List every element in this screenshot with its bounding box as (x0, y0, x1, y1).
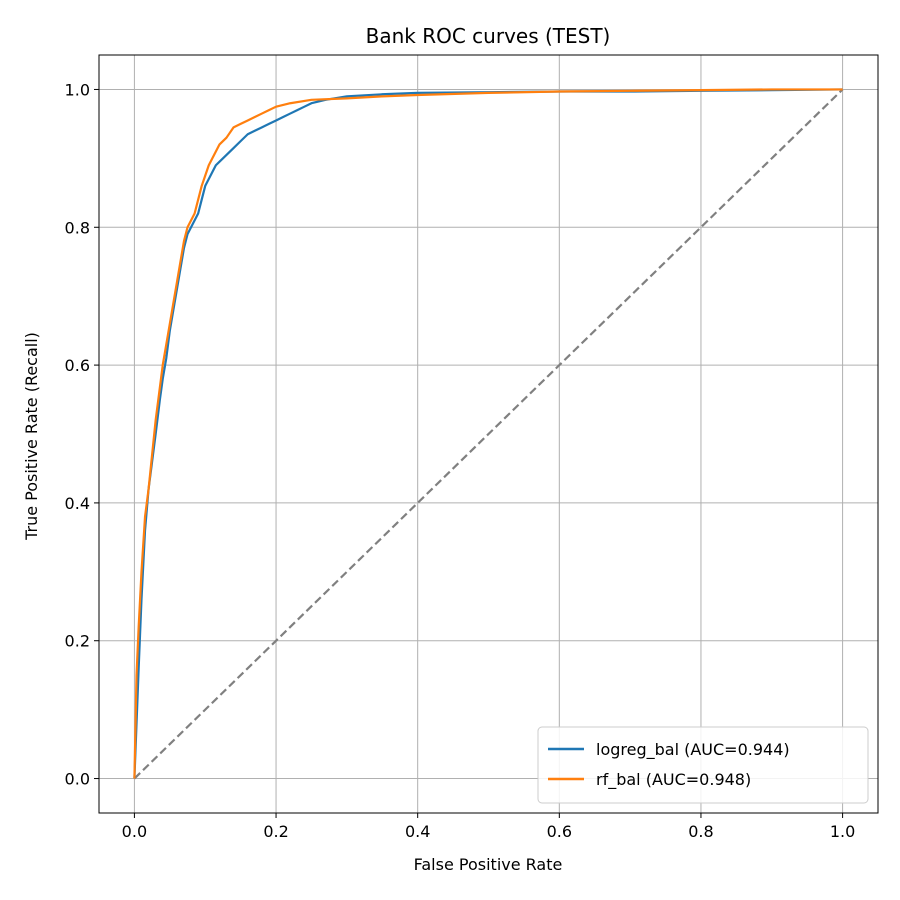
x-tick-label: 0.8 (688, 822, 713, 841)
chart-title: Bank ROC curves (TEST) (366, 24, 611, 48)
axis-ticks: 0.0 0.2 0.4 0.6 0.8 1.0 0.0 0.2 0.4 0.6 0.8 1.0 (65, 80, 856, 841)
legend-box (537, 726, 869, 804)
y-tick-label: 0.4 (65, 494, 90, 513)
x-tick-label: 0.6 (547, 822, 572, 841)
x-tick-label: 0.2 (263, 822, 288, 841)
y-tick-label: 1.0 (65, 80, 90, 99)
y-tick-label: 0.2 (65, 632, 90, 651)
x-tick-label: 1.0 (830, 822, 855, 841)
series-layer (133, 88, 844, 780)
grid (99, 55, 878, 813)
series-line-1 (133, 88, 843, 779)
plot-frame (98, 54, 879, 814)
x-tick-label: 0.0 (122, 822, 147, 841)
y-tick-label: 0.0 (65, 770, 90, 789)
legend: logreg_bal (AUC=0.944) rf_bal (AUC=0.948) (537, 726, 869, 804)
x-tick-label: 0.4 (405, 822, 430, 841)
y-tick-label: 0.6 (65, 356, 90, 375)
series-line-0 (133, 88, 843, 779)
x-axis-label: False Positive Rate (414, 855, 563, 874)
legend-label: logreg_bal (AUC=0.944) (596, 740, 790, 760)
legend-label: rf_bal (AUC=0.948) (596, 770, 751, 790)
y-axis-label: True Positive Rate (Recall) (22, 332, 41, 541)
chance-diagonal-line (133, 88, 844, 780)
y-tick-label: 0.8 (65, 218, 90, 237)
